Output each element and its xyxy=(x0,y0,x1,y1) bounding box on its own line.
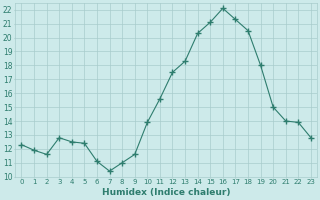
X-axis label: Humidex (Indice chaleur): Humidex (Indice chaleur) xyxy=(102,188,230,197)
